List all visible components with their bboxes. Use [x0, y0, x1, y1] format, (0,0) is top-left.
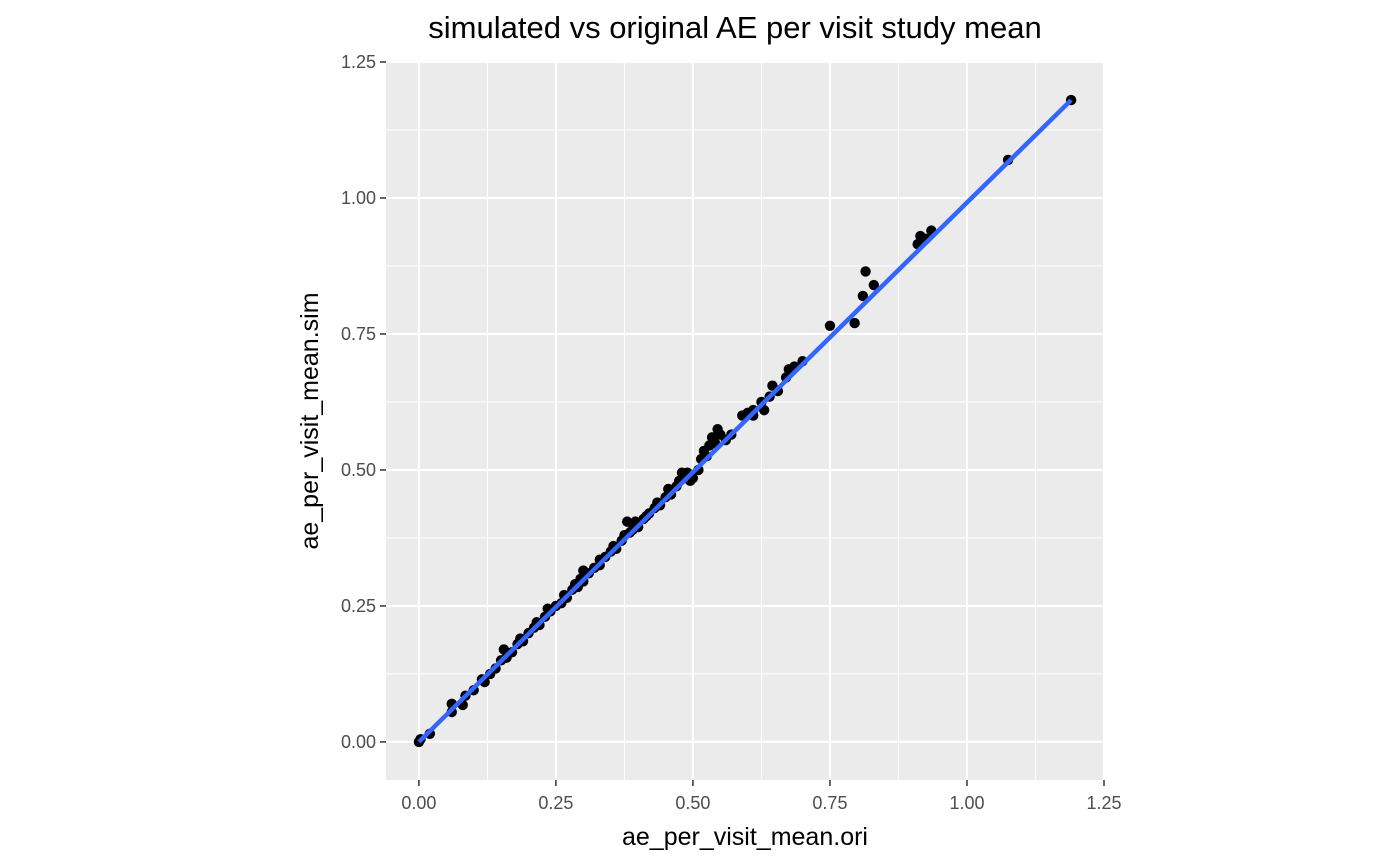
y-tick-label: 0.00	[341, 732, 376, 752]
data-point	[857, 290, 869, 302]
y-axis-ticks: 0.00 0.25 0.50 0.75 1.00 1.25	[341, 52, 386, 752]
x-tick-label: 0.50	[675, 793, 710, 813]
y-tick-label: 1.00	[341, 188, 376, 208]
x-axis-ticks: 0.00 0.25 0.50 0.75 1.00 1.25	[401, 780, 1122, 813]
data-point	[868, 279, 880, 291]
x-tick-label: 1.25	[1086, 793, 1121, 813]
x-tick-label: 0.25	[538, 793, 573, 813]
x-tick-label: 0.75	[812, 793, 847, 813]
y-tick-label: 0.75	[341, 324, 376, 344]
data-point	[860, 266, 871, 277]
data-point	[621, 516, 633, 527]
chart-title: simulated vs original AE per visit study…	[428, 10, 1041, 45]
x-tick-label: 1.00	[949, 793, 984, 813]
data-point	[824, 320, 836, 332]
x-tick-label: 0.00	[401, 793, 436, 813]
data-point	[849, 317, 860, 329]
y-tick-label: 0.50	[341, 460, 376, 480]
minor-gridlines	[386, 62, 1104, 780]
y-axis-title: ae_per_visit_mean.sim	[296, 292, 324, 549]
fit-line	[417, 98, 1073, 744]
data-point	[498, 644, 510, 655]
y-tick-label: 1.25	[341, 52, 376, 72]
fit-line-layer	[417, 98, 1073, 744]
major-gridlines	[386, 61, 1105, 780]
y-tick-label: 0.25	[341, 596, 376, 616]
x-axis-title: ae_per_visit_mean.ori	[622, 823, 868, 851]
